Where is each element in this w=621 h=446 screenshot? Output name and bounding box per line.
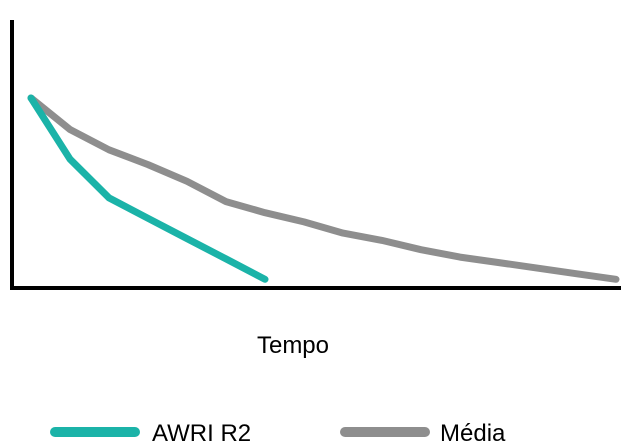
legend-label-awri-r2: AWRI R2 (152, 420, 251, 441)
legend: AWRI R2 Média (50, 420, 506, 446)
x-axis-label: Tempo (257, 332, 329, 359)
series-line-awri-r2 (27, 94, 269, 283)
legend-label-media: Média (440, 420, 506, 441)
series-line-media (27, 94, 620, 283)
series-layer (27, 94, 620, 283)
